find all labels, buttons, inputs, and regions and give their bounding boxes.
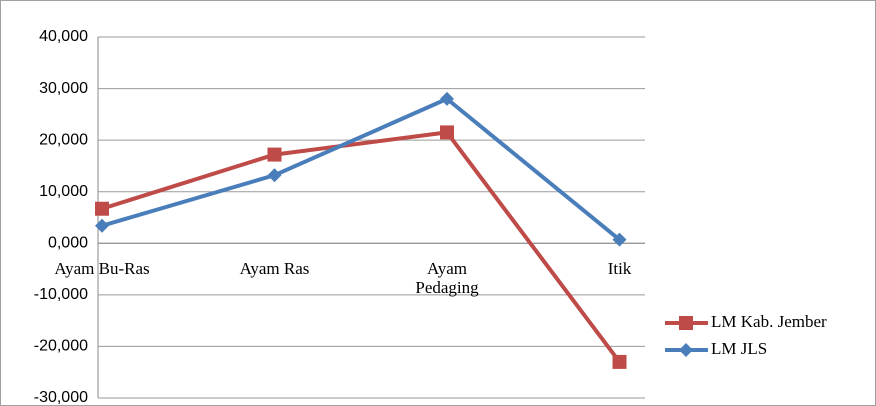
y-tick-label: 30,000 (39, 80, 88, 97)
data-point (440, 125, 454, 140)
y-tick-label: 20,000 (39, 131, 88, 148)
y-tick-label: -30,000 (34, 389, 88, 406)
data-point (612, 232, 627, 247)
data-point (267, 168, 282, 183)
x-tick-label: Itik (607, 259, 632, 279)
legend-label: LM Kab. Jember (711, 312, 827, 331)
data-point (440, 91, 454, 106)
y-tick-label: 40,000 (39, 28, 88, 45)
y-tick-label: -10,000 (34, 286, 88, 303)
y-tick-label: -20,000 (34, 338, 88, 355)
x-tick-label: Ayam Pedaging (415, 259, 479, 298)
data-point (679, 343, 693, 357)
series-line (101, 96, 621, 242)
series-line (101, 130, 622, 364)
x-tick-label: Ayam Bu-Ras (54, 259, 150, 279)
y-tick-label: 10,000 (39, 183, 88, 200)
data-point (95, 218, 109, 233)
legend-label: LM JLS (711, 339, 767, 358)
y-tick-label: 0,000 (48, 235, 88, 252)
data-point (95, 201, 109, 216)
data-point (267, 147, 282, 162)
data-point (612, 354, 627, 369)
x-tick-label: Ayam Ras (239, 259, 310, 279)
data-point (679, 316, 693, 330)
